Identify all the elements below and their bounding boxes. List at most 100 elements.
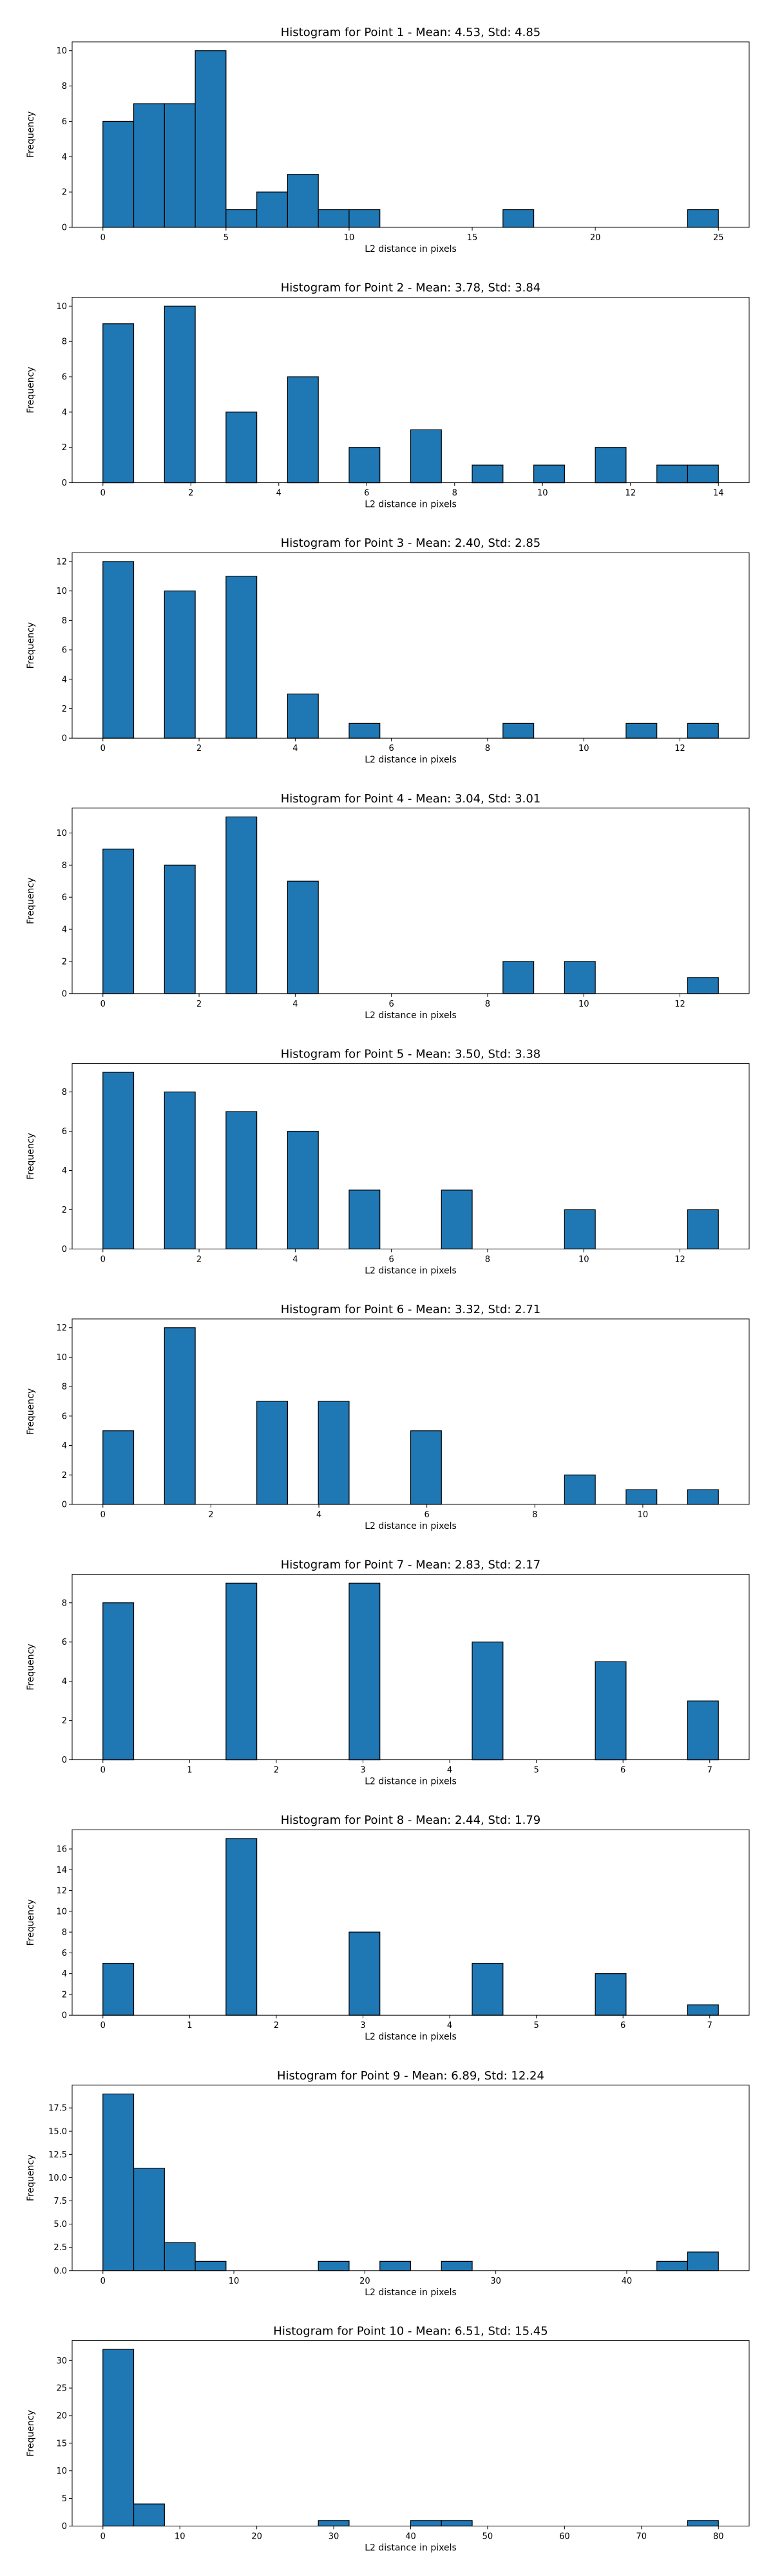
y-axis-label: Frequency: [26, 878, 36, 924]
x-tick-label: 80: [713, 2532, 724, 2541]
y-tick-label: 8: [62, 1088, 67, 1097]
y-tick-label: 25: [56, 2384, 67, 2394]
x-tick-label: 0: [100, 999, 106, 1009]
histogram-bar: [133, 2503, 165, 2527]
histogram-bar: [625, 1489, 658, 1505]
chart-title: Histogram for Point 7 - Mean: 2.83, Std:…: [281, 1558, 541, 1572]
histogram-bar: [502, 209, 535, 228]
histogram-bar: [164, 103, 196, 228]
y-tick-label: 0: [62, 223, 67, 233]
y-tick-label: 20: [56, 2411, 67, 2421]
x-tick-label: 10: [175, 2532, 186, 2541]
x-tick-label: 12: [674, 999, 685, 1009]
histogram-bar: [687, 977, 719, 994]
y-tick-label: 12: [56, 557, 67, 567]
x-tick-label: 0: [100, 2277, 106, 2286]
bars-group: [102, 1838, 719, 2016]
y-tick-label: 2: [62, 1206, 67, 1215]
y-tick-label: 5.0: [53, 2220, 67, 2230]
y-tick-label: 4: [62, 153, 67, 162]
plot-frame: [72, 297, 750, 484]
chart-title: Histogram for Point 1 - Mean: 4.53, Std:…: [281, 26, 541, 39]
histogram-bar: [102, 1072, 135, 1249]
histogram-bar: [502, 723, 535, 739]
y-axis-label: Frequency: [26, 2155, 36, 2201]
histogram-bar: [318, 2520, 350, 2527]
y-tick-label: 6: [62, 1412, 67, 1421]
x-tick-label: 5: [533, 2021, 539, 2031]
histogram-bar: [225, 1582, 258, 1761]
y-tick-label: 4: [62, 1677, 67, 1687]
y-tick-label: 8: [62, 1383, 67, 1392]
histogram-panel-6: Histogram for Point 6 - Mean: 3.32, Std:…: [26, 1303, 750, 1531]
x-tick-label: 30: [329, 2532, 339, 2541]
y-tick-label: 15: [56, 2439, 67, 2448]
x-axis-label: L2 distance in pixels: [365, 2543, 457, 2553]
histogram-bar: [133, 103, 165, 228]
x-tick-label: 10: [578, 999, 589, 1009]
x-tick-label: 5: [533, 1766, 539, 1776]
y-tick-label: 2: [62, 1716, 67, 1726]
histogram-bar: [195, 2260, 227, 2271]
histogram-bar: [502, 961, 535, 994]
x-tick-label: 6: [425, 1510, 430, 1520]
chart-title: Histogram for Point 8 - Mean: 2.44, Std:…: [281, 1814, 541, 1827]
y-tick-label: 7.5: [53, 2197, 67, 2206]
y-tick-label: 0: [62, 2011, 67, 2021]
x-tick-label: 40: [622, 2277, 633, 2286]
y-axis-label: Frequency: [26, 622, 36, 668]
y-tick-label: 0: [62, 989, 67, 999]
x-tick-label: 15: [467, 233, 478, 243]
y-tick-label: 10: [56, 1353, 67, 1363]
bars-group: [102, 816, 719, 994]
histogram-bar: [287, 694, 319, 739]
y-tick-label: 2: [62, 188, 67, 198]
x-tick-label: 10: [578, 744, 589, 753]
histogram-bar: [164, 591, 196, 739]
y-tick-label: 6: [62, 1127, 67, 1137]
histogram-bar: [225, 1838, 258, 2016]
y-tick-label: 10: [56, 829, 67, 838]
histogram-bar: [441, 1189, 473, 1249]
histogram-bar: [472, 1642, 504, 1761]
histogram-bar: [348, 723, 381, 739]
y-tick-label: 12.5: [48, 2150, 67, 2160]
bars-group: [102, 50, 719, 228]
histogram-bar: [287, 376, 319, 484]
histogram-bar: [379, 2260, 412, 2271]
chart-title: Histogram for Point 2 - Mean: 3.78, Std:…: [281, 281, 541, 295]
x-tick-label: 2: [196, 1255, 202, 1264]
x-tick-label: 8: [452, 489, 457, 498]
histogram-bar: [564, 1474, 596, 1505]
x-tick-label: 1: [187, 1766, 192, 1776]
x-axis-label: L2 distance in pixels: [365, 1521, 457, 1531]
histogram-bar: [318, 1401, 350, 1505]
y-axis-label: Frequency: [26, 2410, 36, 2456]
x-tick-label: 14: [713, 489, 724, 498]
y-tick-label: 4: [62, 925, 67, 935]
y-tick-label: 6: [62, 646, 67, 656]
x-tick-label: 0: [100, 1510, 106, 1520]
histogram-bar: [687, 2251, 719, 2271]
y-tick-label: 4: [62, 1441, 67, 1451]
x-tick-label: 4: [292, 999, 298, 1009]
x-tick-label: 6: [389, 744, 394, 753]
y-tick-label: 6: [62, 373, 67, 383]
histogram-bar: [348, 1931, 381, 2016]
y-tick-label: 5: [62, 2494, 67, 2504]
x-tick-label: 12: [674, 1255, 685, 1264]
x-axis-label: L2 distance in pixels: [365, 244, 457, 254]
plot-frame: [72, 552, 750, 739]
x-tick-label: 3: [360, 1766, 365, 1776]
histogram-panel-10: Histogram for Point 10 - Mean: 6.51, Std…: [26, 2324, 750, 2553]
y-tick-label: 10: [56, 302, 67, 312]
histogram-bar: [102, 323, 135, 484]
histogram-bar: [225, 209, 258, 228]
x-tick-label: 2: [196, 999, 202, 1009]
histogram-bar: [687, 1489, 719, 1505]
y-tick-label: 6: [62, 1638, 67, 1647]
histogram-bar: [225, 412, 258, 484]
x-tick-label: 10: [638, 1510, 649, 1520]
histogram-bar: [348, 1189, 381, 1249]
